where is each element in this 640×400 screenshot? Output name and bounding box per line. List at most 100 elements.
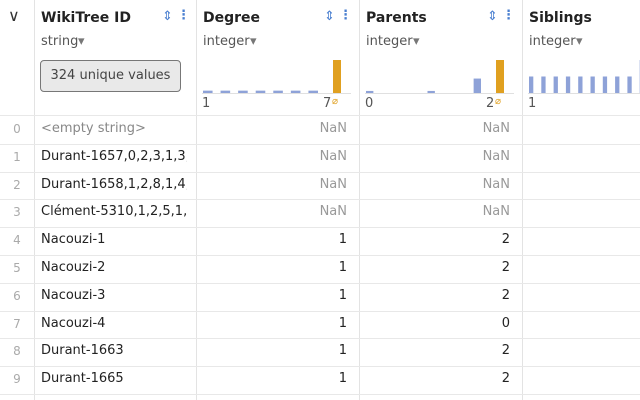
null-bar [333,60,341,93]
hist-min-label: 1 [528,96,537,111]
row-index: 9 [13,372,21,387]
table-cell[interactable]: NaN [482,204,510,220]
unique-values-button[interactable]: 324 unique values [40,60,181,92]
table-cell[interactable]: Nacouzi-3 [41,287,106,303]
histogram [528,60,640,94]
row-index: 6 [13,288,21,303]
hist-min-label: 1 [202,96,211,111]
row-border [0,338,640,340]
table-cell[interactable]: 2 [501,260,510,275]
table-cell[interactable]: Durant-1663 [41,343,124,359]
table-cell[interactable]: NaN [319,204,347,220]
column-dtype[interactable]: integer [366,34,413,49]
table-cell[interactable]: 2 [501,287,510,303]
table-cell[interactable]: Nacouzi-4 [41,315,106,331]
row-border [0,143,640,145]
column-name[interactable]: Degree [203,10,261,26]
hist-min-label: 0 [365,96,374,111]
table-cell[interactable]: 2 [501,343,510,359]
collapse-toggle[interactable]: ∨ [8,6,20,25]
histogram-bar [255,90,266,93]
column-name[interactable]: Parents [366,10,427,26]
row-border [0,199,640,201]
histogram-bar [602,76,608,93]
table-cell[interactable]: NaN [482,121,510,136]
histogram-bar [615,76,620,93]
row-border [0,227,640,229]
table-cell[interactable]: 1 [338,232,347,248]
histogram-bar [529,76,534,93]
row-index: 0 [13,122,21,136]
column-menu[interactable]: ⋮ [339,8,352,23]
table-cell[interactable]: Durant-1665 [41,371,124,387]
row-index: 8 [13,344,21,359]
column-menu[interactable]: ⋮ [177,8,190,23]
row-index: 3 [13,205,21,220]
column-dtype[interactable]: integer [203,34,250,49]
table-cell[interactable]: 1 [338,260,347,275]
row-index: 7 [13,316,21,331]
column-dtype[interactable]: string [41,34,79,49]
table-cell[interactable]: 1 [338,315,347,331]
table-cell[interactable]: 1 [338,287,347,303]
histogram-bar [565,76,571,93]
histogram-bar [220,90,231,93]
dropdown-arrow[interactable]: ▾ [250,34,257,49]
header-border [0,115,640,116]
table-cell[interactable]: <empty string> [41,121,146,136]
histogram-bar [427,90,435,93]
hist-max-label: 2 [486,96,495,111]
histogram-bar [590,76,595,93]
histogram-bar [541,76,546,93]
histogram-bar [473,78,481,93]
table-cell[interactable]: 1 [338,371,347,387]
sort-icon[interactable]: ⇕ [162,9,173,24]
histogram-bar [308,90,318,93]
table-cell[interactable]: 0 [501,315,510,331]
table-cell[interactable]: Durant-1657,0,2,3,1,3,Ch [41,148,187,164]
table-cell[interactable]: NaN [482,176,510,192]
histogram [202,60,351,94]
row-index: 2 [13,177,21,192]
table-cell[interactable]: 1 [338,343,347,359]
table-cell[interactable]: NaN [319,176,347,192]
row-border [0,310,640,312]
null-icon: ⌀ [495,96,502,107]
table-cell[interactable]: NaN [319,121,347,136]
histogram-bar [366,90,374,93]
dropdown-arrow[interactable]: ▾ [78,34,85,49]
null-icon: ⌀ [332,96,339,107]
table-cell[interactable]: NaN [319,148,347,164]
column-dtype[interactable]: integer [529,34,576,49]
column-name[interactable]: Siblings [529,10,592,26]
row-border [0,171,640,173]
table-cell[interactable]: Durant-1658,1,2,8,1,4,Ric [41,176,187,192]
table-cell[interactable]: NaN [482,148,510,164]
column-menu[interactable]: ⋮ [502,8,515,23]
histogram-bar [627,76,632,93]
column-name[interactable]: WikiTree ID [41,10,131,26]
hist-max-label: 7 [323,96,332,111]
row-border [0,394,640,395]
row-index: 5 [13,261,21,275]
histogram-bar [238,90,248,93]
table-cell[interactable]: 2 [501,232,510,248]
histogram-bar [553,76,558,93]
sort-icon[interactable]: ⇕ [324,9,335,24]
table-cell[interactable]: Clément-5310,1,2,5,1,4,S [41,204,187,220]
table-cell[interactable]: 2 [501,371,510,387]
sort-icon[interactable]: ⇕ [487,9,498,24]
dropdown-arrow[interactable]: ▾ [413,34,420,49]
table-cell[interactable]: Nacouzi-2 [41,260,106,275]
null-bar [496,60,504,93]
histogram-bar [578,76,583,93]
histogram-bar [273,90,283,93]
row-border [0,282,640,284]
row-border [0,366,640,368]
row-index: 4 [13,233,21,248]
histogram [365,60,514,94]
row-border [0,255,640,256]
dropdown-arrow[interactable]: ▾ [576,34,583,49]
table-cell[interactable]: Nacouzi-1 [41,232,106,248]
